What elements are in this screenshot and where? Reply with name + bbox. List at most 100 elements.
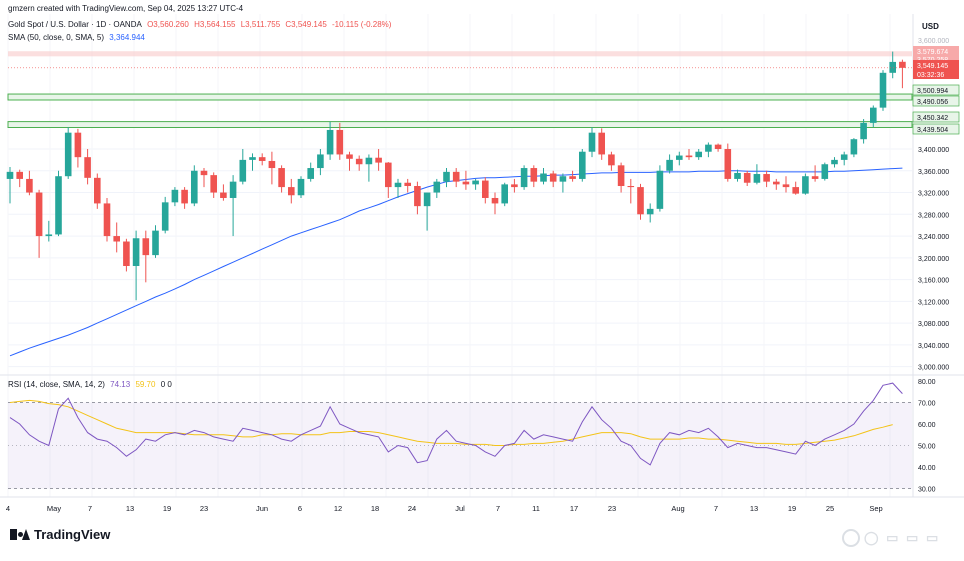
sma-line bbox=[9, 167, 903, 357]
candle bbox=[152, 225, 159, 258]
candle-body bbox=[6, 171, 14, 179]
candle bbox=[530, 165, 538, 188]
price-label-zone-green: 3,490.056 bbox=[912, 95, 960, 107]
candle-body bbox=[375, 157, 382, 163]
candle-body bbox=[792, 187, 799, 194]
candle bbox=[423, 192, 431, 231]
candle-body bbox=[355, 158, 363, 165]
candle-body bbox=[297, 178, 305, 196]
price-tick-label: 3,040.000 bbox=[918, 343, 949, 350]
candle-body bbox=[627, 186, 635, 188]
candle bbox=[55, 170, 62, 237]
candle-body bbox=[569, 176, 576, 179]
candle bbox=[249, 153, 256, 171]
time-tick-label: Jun bbox=[256, 504, 268, 513]
price-labels: 3,579.6743,570.2583,549.14503:32:363,500… bbox=[912, 46, 960, 135]
candle bbox=[879, 70, 887, 111]
candles bbox=[6, 51, 906, 301]
time-tick-label: 6 bbox=[298, 504, 302, 513]
candle bbox=[132, 230, 140, 301]
candle-body bbox=[734, 172, 741, 179]
price-tick-label: 3,080.000 bbox=[918, 321, 949, 328]
candle bbox=[743, 170, 751, 187]
main-legend[interactable]: Gold Spot / U.S. Dollar · 1D · OANDA O3,… bbox=[8, 20, 394, 29]
price-axis[interactable]: 3,600.000 3,400.000 3,360.000 3,320.000 3,28… bbox=[918, 38, 949, 372]
candle bbox=[336, 122, 344, 160]
candle bbox=[676, 151, 683, 166]
candle bbox=[840, 151, 848, 166]
candle bbox=[462, 170, 470, 190]
candle-body bbox=[55, 176, 62, 235]
price-label-zone-green: 3,439.504 bbox=[912, 123, 960, 135]
rsi-tick-label: 80.00 bbox=[918, 379, 936, 386]
candle-body bbox=[782, 184, 790, 188]
candle bbox=[569, 170, 576, 182]
candle bbox=[627, 178, 635, 204]
currency-label[interactable]: USD bbox=[922, 22, 939, 31]
candle bbox=[695, 149, 702, 160]
price-tick-label: 3,240.000 bbox=[918, 234, 949, 241]
candle bbox=[802, 173, 809, 195]
price-tick-label: 3,280.000 bbox=[918, 212, 949, 219]
candle-body bbox=[84, 157, 91, 178]
candle-body bbox=[714, 144, 722, 149]
time-tick-label: 13 bbox=[750, 504, 758, 513]
time-axis[interactable]: 4 May 7 13 19 23 Jun 6 12 18 24 Jul 7 11 17 23 Aug 7 13 19 2… bbox=[6, 504, 883, 513]
candle bbox=[870, 105, 877, 128]
rsi-line bbox=[9, 382, 903, 466]
candle bbox=[210, 172, 217, 198]
candle-body bbox=[394, 182, 402, 188]
time-tick-label: 18 bbox=[371, 504, 379, 513]
candle-body bbox=[530, 168, 538, 182]
candle-body bbox=[278, 168, 285, 188]
candle-body bbox=[103, 203, 111, 237]
time-tick-label: 7 bbox=[714, 504, 718, 513]
candle bbox=[181, 187, 188, 209]
price-label-countdown: 03:32:36 bbox=[913, 69, 959, 79]
candle-body bbox=[113, 236, 120, 242]
tradingview-logo[interactable]: TradingView bbox=[10, 527, 110, 542]
symbol-name: Gold Spot / U.S. Dollar · 1D · OANDA bbox=[8, 20, 142, 29]
candle-body bbox=[181, 189, 188, 204]
candle-body bbox=[549, 173, 557, 182]
candle-body bbox=[462, 181, 470, 185]
candle-body bbox=[753, 174, 761, 183]
candle-body bbox=[656, 170, 664, 209]
candle-body bbox=[617, 165, 625, 187]
candle bbox=[617, 162, 625, 193]
candle bbox=[297, 176, 305, 198]
candle-body bbox=[336, 129, 344, 155]
candle-body bbox=[588, 132, 596, 152]
candle-body bbox=[26, 178, 33, 193]
candle-body bbox=[511, 184, 518, 188]
rsi-legend[interactable]: RSI (14, close, SMA, 14, 2) 74.13 59.70 … bbox=[8, 380, 175, 389]
candle bbox=[200, 168, 208, 188]
rsi-axis[interactable]: 80.00 70.00 60.00 50.00 40.00 30.00 bbox=[918, 379, 936, 494]
price-tick-label: 3,400.000 bbox=[918, 147, 949, 154]
candle bbox=[161, 196, 169, 234]
sma-legend[interactable]: SMA (50, close, 0, SMA, 5) 3,364.944 bbox=[8, 33, 148, 42]
candle-body bbox=[200, 170, 208, 176]
candle bbox=[307, 162, 314, 182]
price-label-text: 3,500.994 bbox=[917, 88, 948, 95]
candle-body bbox=[132, 238, 140, 267]
candle-body bbox=[220, 192, 227, 198]
price-tick-label: 3,000.000 bbox=[918, 365, 949, 372]
time-tick-label: 17 bbox=[570, 504, 578, 513]
candle bbox=[724, 143, 732, 182]
candle-body bbox=[45, 234, 53, 237]
candle-body bbox=[666, 159, 673, 171]
time-tick-label: 23 bbox=[608, 504, 616, 513]
support-zone-green-1 bbox=[7, 121, 913, 129]
time-tick-label: May bbox=[47, 504, 61, 513]
candle-body bbox=[705, 144, 712, 152]
candle bbox=[94, 173, 101, 209]
candle bbox=[501, 182, 508, 207]
candle bbox=[35, 189, 43, 258]
candle bbox=[288, 178, 295, 204]
candle-body bbox=[763, 174, 770, 182]
candle bbox=[637, 183, 644, 220]
price-tick-label: 3,360.000 bbox=[918, 169, 949, 176]
